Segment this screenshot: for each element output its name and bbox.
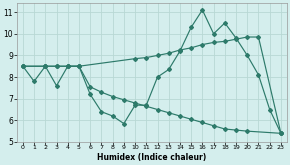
X-axis label: Humidex (Indice chaleur): Humidex (Indice chaleur) — [97, 152, 206, 162]
